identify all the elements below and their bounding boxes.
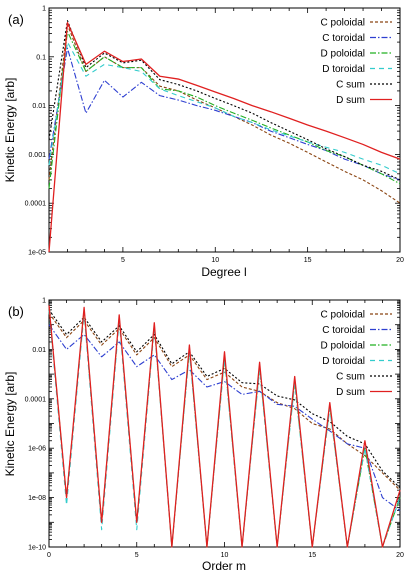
- legend-label: D poloidal: [321, 341, 365, 352]
- y-tick-label: 0.01: [32, 347, 46, 354]
- series-line-c-toroidal: [48, 324, 401, 511]
- legend: C poloidal C toroidal D poloidal D toroidal…: [321, 310, 392, 398]
- tick-marks: [48, 7, 401, 253]
- legend-label: D toroidal: [322, 356, 365, 367]
- x-tick-label: 5: [135, 552, 139, 559]
- series-lines: [48, 20, 401, 253]
- x-tick-label: 5: [121, 257, 125, 264]
- y-axis-label: Kinetic Energy [arb]: [3, 372, 17, 477]
- y-tick-label: 0.001: [28, 152, 46, 159]
- series-line-c-sum: [48, 309, 401, 489]
- y-tick-label: 0.0001: [25, 396, 47, 403]
- x-tick-labels: 0 5 10 15 20: [47, 552, 404, 559]
- y-tick-label: 0.1: [36, 54, 46, 61]
- plot-area-frame: [48, 299, 401, 548]
- y-tick-label: 0.01: [32, 103, 46, 110]
- x-axis-label: Degree l: [201, 265, 246, 279]
- y-tick-label: 1: [42, 298, 46, 305]
- legend: C poloidal C toroidal D poloidal D toroidal…: [321, 18, 392, 106]
- legend-label: D sum: [336, 387, 365, 398]
- plot-area-frame: [48, 7, 401, 253]
- y-tick-label: 1: [42, 6, 46, 13]
- x-tick-label: 0: [47, 552, 51, 559]
- tick-marks: [48, 299, 401, 548]
- legend-label: D sum: [336, 95, 365, 106]
- series-line-c-poloidal: [48, 312, 401, 491]
- legend-label: C sum: [336, 372, 365, 383]
- series-line-d-poloidal: [48, 30, 401, 189]
- series-line-d-toroidal: [48, 41, 401, 175]
- legend-label: D toroidal: [322, 64, 365, 75]
- x-tick-label: 20: [396, 552, 404, 559]
- y-tick-label: 0.0001: [25, 201, 47, 208]
- series-line-c-toroidal: [48, 47, 401, 181]
- panel-a: 5 10 15 20 1e-05 0.0001 0.001 0.01 0.1 1 C poloi…: [3, 6, 404, 280]
- y-axis-label: Kinetic Energy [arb]: [3, 78, 17, 183]
- y-tick-labels: 1e-10 1e-08 1e-06 0.0001 0.01 1: [25, 298, 47, 552]
- y-tick-label: 1e-05: [28, 250, 46, 257]
- y-tick-label: 1e-10: [28, 545, 46, 552]
- x-tick-labels: 5 10 15 20: [121, 257, 404, 264]
- x-tick-label: 15: [308, 552, 316, 559]
- legend-label: C poloidal: [321, 18, 365, 29]
- x-axis-label: Order m: [202, 559, 246, 573]
- y-tick-label: 1e-06: [28, 446, 46, 453]
- series-line-d-sum: [48, 22, 401, 253]
- legend-label: D poloidal: [321, 49, 365, 60]
- panel-label: (b): [8, 304, 24, 319]
- legend-label: C toroidal: [322, 325, 365, 336]
- series-line-d-sum: [48, 305, 401, 548]
- series-line-c-sum: [48, 20, 401, 181]
- panel-label: (a): [8, 12, 24, 27]
- legend-label: C sum: [336, 80, 365, 91]
- legend-label: C poloidal: [321, 310, 365, 321]
- y-tick-labels: 1e-05 0.0001 0.001 0.01 0.1 1: [25, 6, 47, 257]
- legend-label: C toroidal: [322, 33, 365, 44]
- x-tick-label: 10: [211, 257, 219, 264]
- series-lines: [48, 305, 401, 548]
- y-tick-label: 1e-08: [28, 495, 46, 502]
- x-tick-label: 15: [304, 257, 312, 264]
- x-tick-label: 10: [221, 552, 229, 559]
- panel-b: 0 5 10 15 20 1e-10 1e-08 1e-06 0.0001 0.01 1 C po…: [3, 298, 404, 574]
- x-tick-label: 20: [396, 257, 404, 264]
